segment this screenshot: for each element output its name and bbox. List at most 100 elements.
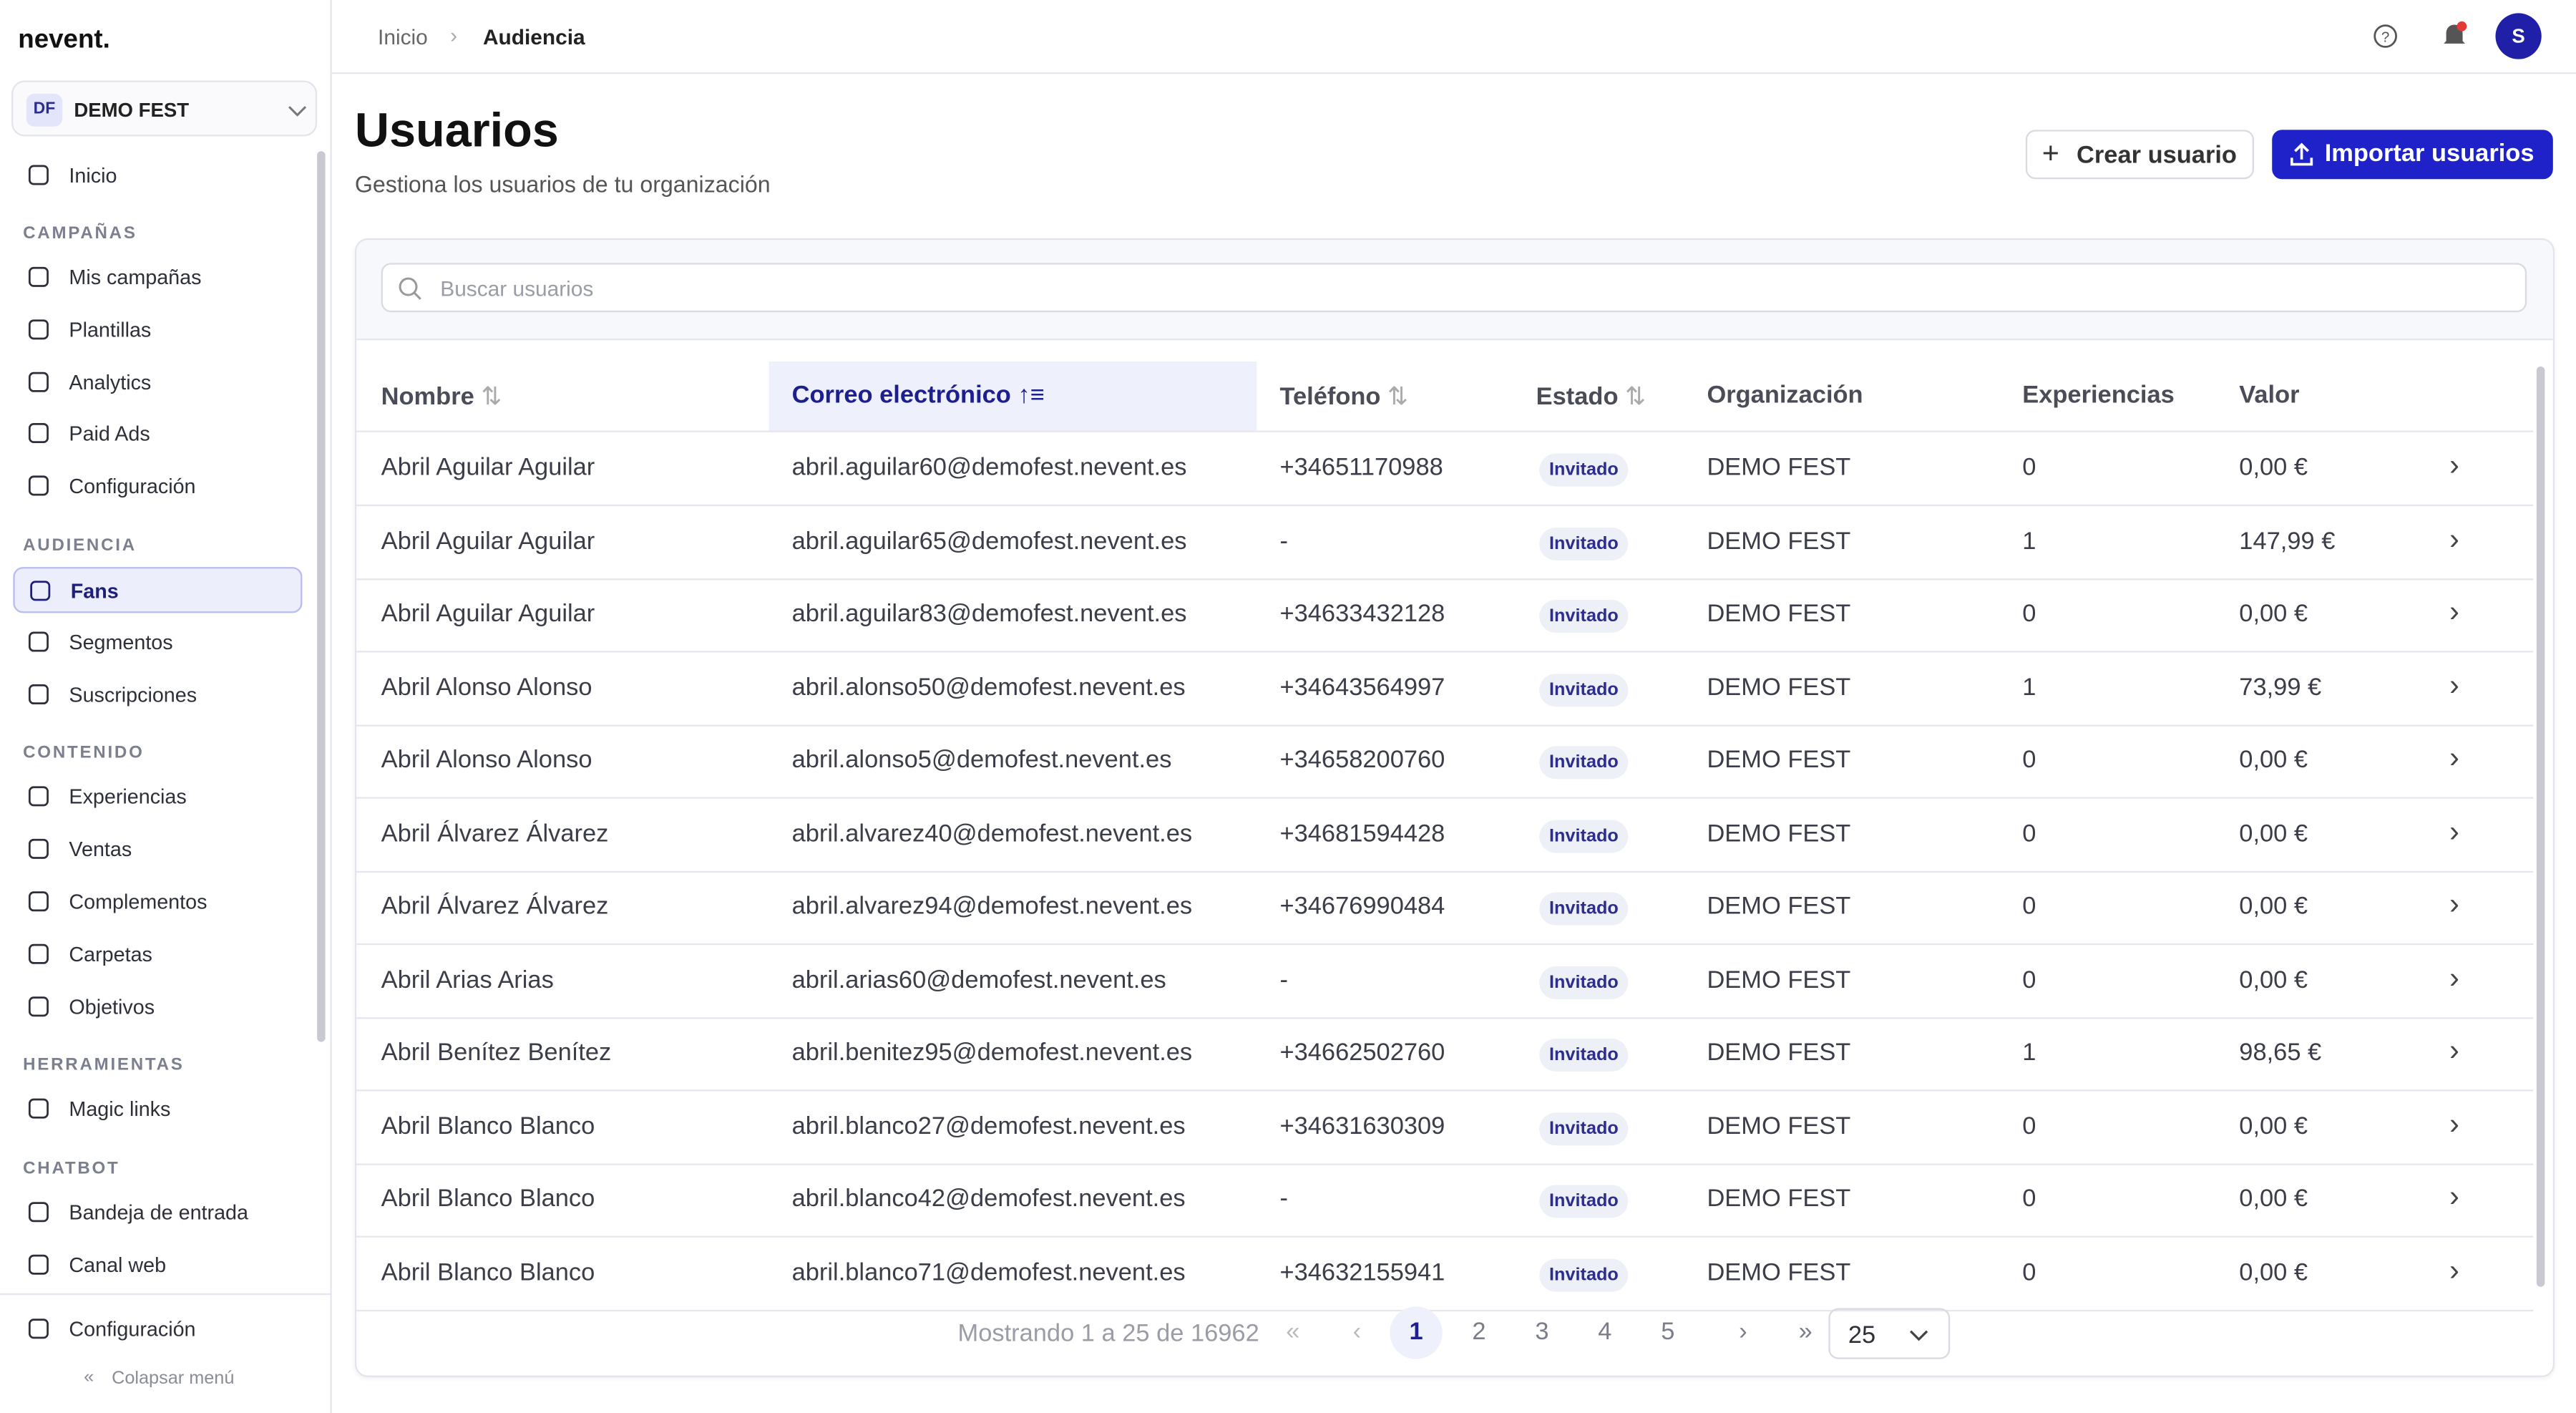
column-header[interactable]: Estado ⇅ [1536,382,1646,411]
org-selector[interactable]: DF DEMO FEST [11,80,318,137]
status-badge: Invitado [1539,526,1629,560]
page-button[interactable]: 3 [1535,1318,1549,1346]
table-row[interactable] [356,1090,2534,1165]
import-users-button[interactable]: Importar usuarios [2272,130,2553,180]
nav-item[interactable]: Configuración [13,464,302,510]
nav-item[interactable]: Experiencias [13,775,302,820]
table-cell: abril.aguilar60@demofest.nevent.es [791,453,1187,482]
column-header[interactable]: Organización [1707,381,1863,409]
nav-item[interactable]: Carpetas [13,931,302,977]
status-badge: Invitado [1539,1185,1629,1218]
nav-item[interactable]: Paid Ads [13,412,302,457]
page-size-value: 25 [1848,1321,1876,1349]
row-chevron[interactable]: › [2449,668,2459,701]
nav-item[interactable]: Ventas [13,827,302,873]
nav-icon [28,684,49,704]
nav-icon [28,891,49,912]
column-header[interactable]: Experiencias [2022,381,2175,409]
page-nav[interactable]: » [1798,1318,1813,1346]
search-input[interactable]: Buscar usuarios [381,263,2527,313]
nav-item[interactable]: Analytics [13,359,302,405]
notifications-icon[interactable] [2439,20,2469,49]
table-cell: DEMO FEST [1707,1258,1851,1286]
nav-icon [28,1254,49,1275]
table-row[interactable] [356,1237,2534,1311]
table-cell: +34632155941 [1279,1258,1445,1286]
status-badge: Invitado [1539,1258,1629,1291]
table-row[interactable] [356,944,2534,1019]
nav-item[interactable]: Inicio [13,153,302,199]
row-chevron[interactable]: › [2449,1107,2459,1140]
nav-item[interactable]: Canal web [13,1243,302,1288]
table-row[interactable] [356,578,2534,653]
row-chevron[interactable]: › [2449,1253,2459,1286]
nav-item[interactable]: Suscripciones [13,671,302,717]
page-nav[interactable]: › [1739,1318,1747,1346]
table-cell: abril.aguilar65@demofest.nevent.es [791,526,1187,555]
row-chevron[interactable]: › [2449,887,2459,921]
row-chevron[interactable]: › [2449,741,2459,775]
nav-item[interactable]: Magic links [13,1087,302,1132]
row-chevron[interactable]: › [2449,595,2459,628]
nav-item[interactable]: Segmentos [13,619,302,665]
brand: nevent. [18,26,110,54]
column-header[interactable]: Valor [2239,381,2300,409]
breadcrumb-item[interactable]: Inicio [378,24,428,49]
row-chevron[interactable]: › [2449,448,2459,482]
table-cell: abril.alonso50@demofest.nevent.es [791,673,1186,701]
row-chevron[interactable]: › [2449,814,2459,848]
row-chevron[interactable]: › [2449,521,2459,555]
column-header[interactable]: Teléfono ⇅ [1279,382,1408,411]
table-cell: 0,00 € [2239,600,2308,628]
nav-section-title: AUDIENCIA [23,535,137,556]
row-chevron[interactable]: › [2449,960,2459,994]
nav-item[interactable]: Complementos [13,879,302,925]
collapse-menu[interactable]: Colapsar menú [112,1369,235,1389]
column-header[interactable]: Nombre ⇅ [381,382,502,411]
topbar: Inicio › Audiencia ? S [331,0,2576,74]
row-chevron[interactable]: › [2449,1034,2459,1067]
nav-label: Carpetas [69,943,152,966]
nav-item[interactable]: Plantillas [13,307,302,353]
sorted-column-bg [769,361,1257,431]
status-badge: Invitado [1539,673,1629,706]
nav-label: Ventas [69,838,132,862]
status-badge: Invitado [1539,453,1629,487]
page-size-select[interactable]: 25 [1828,1308,1951,1359]
table-cell: 0 [2022,819,2036,848]
column-header[interactable]: Correo electrónico ↑≡ [791,381,1045,409]
table-row[interactable] [356,871,2534,946]
nav-item[interactable]: Configuración [13,1306,302,1352]
table-row[interactable] [356,432,2534,507]
row-chevron[interactable]: › [2449,1180,2459,1213]
nav-item[interactable]: Objetivos [13,984,302,1029]
nav-label: Objetivos [69,995,155,1019]
table-row[interactable] [356,724,2534,799]
table-cell: 98,65 € [2239,1039,2322,1067]
nav-item[interactable]: Bandeja de entrada [13,1190,302,1236]
nav-item[interactable]: Fans [13,567,303,613]
table-cell: DEMO FEST [1707,965,1851,994]
table-row[interactable] [356,505,2534,580]
create-user-button[interactable]: + Crear usuario [2025,130,2254,180]
table-cell: 0 [2022,746,2036,775]
nav-item[interactable]: Mis campañas [13,255,302,301]
table-row[interactable] [356,651,2534,726]
table-cell: 1 [2022,1039,2036,1067]
nav-icon [28,423,49,444]
help-icon[interactable]: ? [2372,23,2399,49]
table-cell: abril.blanco71@demofest.nevent.es [791,1258,1186,1286]
table-row[interactable] [356,1017,2534,1092]
page-button[interactable]: 4 [1598,1318,1612,1346]
avatar[interactable]: S [2495,13,2542,59]
page-button[interactable]: 1 [1390,1306,1443,1359]
table-row[interactable] [356,1163,2534,1238]
table-row[interactable] [356,798,2534,872]
sidebar: nevent. DF DEMO FEST Inicio CAMPAÑAS Mis c… [0,0,332,1413]
table-cell: Abril Álvarez Álvarez [381,819,609,848]
page-button[interactable]: 2 [1472,1318,1486,1346]
page-button[interactable]: 5 [1661,1318,1675,1346]
table-cell: +34681594428 [1279,819,1445,848]
